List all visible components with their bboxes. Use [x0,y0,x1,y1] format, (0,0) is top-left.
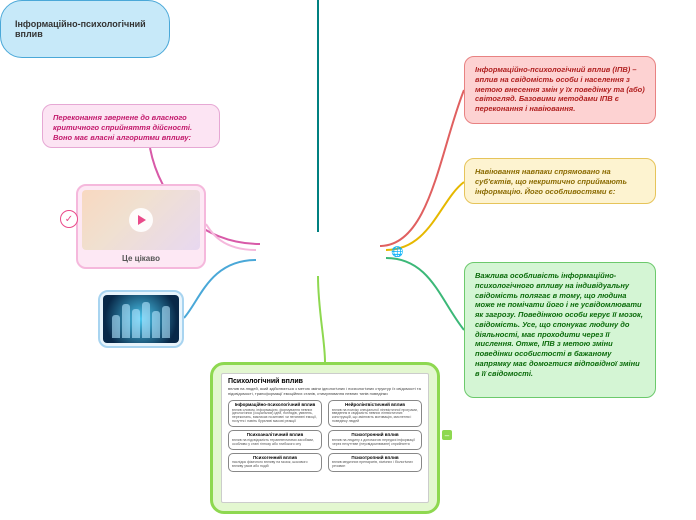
video-thumbnail[interactable] [82,190,200,250]
node-video[interactable]: Це цікаво [76,184,206,269]
doc-box: Нейролінгвістичний вплив вплив на психік… [328,400,422,427]
doc-box: Психогенний вплив наслідок фізичного впл… [228,453,322,473]
doc-box: Психотропний вплив вплив медичних препар… [328,453,422,473]
center-label: Інформаційно-психологічний вплив [15,19,155,39]
video-caption: Це цікаво [82,254,200,263]
node-suggestion[interactable]: Навіювання навпаки спрямовано на суб'єкт… [464,158,656,204]
node-persuasion[interactable]: Переконання звернене до власного критичн… [42,104,220,148]
doc-title: Психологічний вплив [228,378,422,385]
node-definition-text: Інформаційно-психологічний вплив (ІПВ) –… [475,65,645,113]
node-feature-text: Важлива особливість інформаційно-психоло… [475,271,643,378]
globe-icon[interactable]: 🌐 [391,247,403,258]
node-definition[interactable]: Інформаційно-психологічний вплив (ІПВ) –… [464,56,656,124]
check-icon: ✓ [60,210,78,228]
doc-right-column: Нейролінгвістичний вплив вплив на психік… [328,400,422,476]
center-topic[interactable]: Інформаційно-психологічний вплив [0,0,170,58]
doc-box: Інформаційно-психологічний вплив вплив с… [228,400,322,427]
mindmap-canvas: Інформаційно-психологічний вплив 🌐 Перек… [0,0,696,520]
doc-left-column: Інформаційно-психологічний вплив вплив с… [228,400,322,476]
node-persuasion-text: Переконання звернене до власного критичн… [53,113,192,142]
expand-icon[interactable]: – [442,430,452,440]
doc-box: Психоаналітичний вплив вплив на підсвідо… [228,430,322,450]
doc-subtitle: вплив на людей, який здійснюється з мето… [228,387,422,397]
node-image[interactable] [98,290,184,348]
doc-box: Психотронний вплив вплив на людину з доп… [328,430,422,450]
play-icon[interactable] [129,208,153,232]
node-suggestion-text: Навіювання навпаки спрямовано на суб'єкт… [475,167,627,196]
image-thumbnail [103,295,179,343]
document-preview: Психологічний вплив вплив на людей, який… [221,373,429,503]
node-feature[interactable]: Важлива особливість інформаційно-психоло… [464,262,656,398]
node-document[interactable]: Психологічний вплив вплив на людей, який… [210,362,440,514]
